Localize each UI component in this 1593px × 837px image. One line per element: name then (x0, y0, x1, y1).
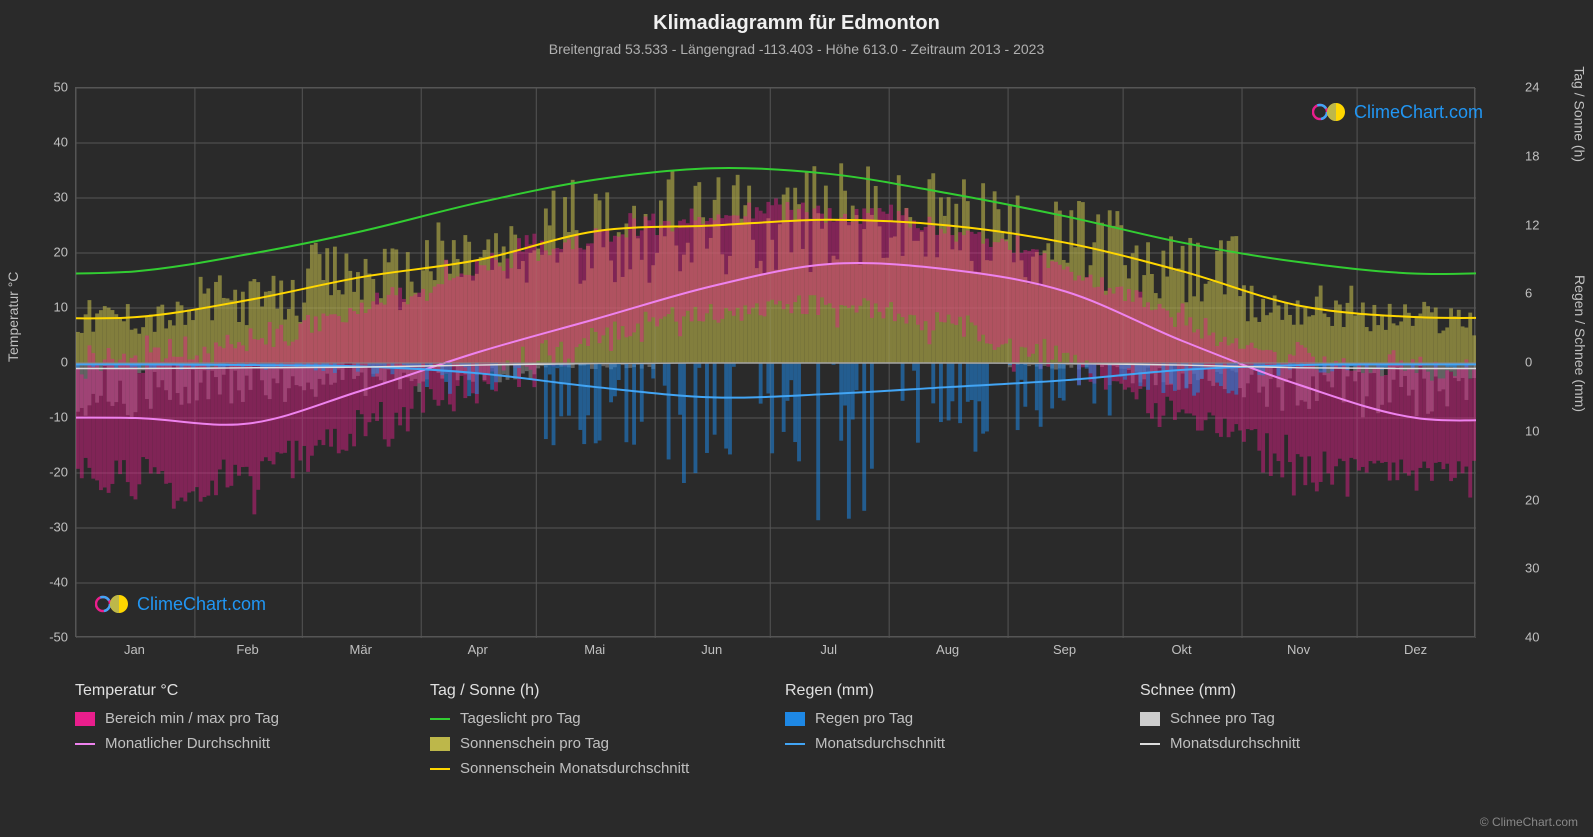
legend-label: Monatsdurchschnitt (1170, 735, 1300, 752)
legend-item: Sonnenschein pro Tag (430, 735, 765, 752)
legend-item: Sonnenschein Monatsdurchschnitt (430, 760, 765, 777)
legend-header: Schnee (mm) (1140, 682, 1475, 700)
line-icon (785, 743, 805, 745)
swatch-icon (1140, 712, 1160, 726)
swatch-icon (75, 712, 95, 726)
y-axis-left-label: Temperatur °C (5, 272, 21, 362)
legend-label: Bereich min / max pro Tag (105, 710, 279, 727)
legend-label: Monatlicher Durchschnitt (105, 735, 270, 752)
legend-header: Tag / Sonne (h) (430, 682, 765, 700)
watermark-top-right: ClimeChart.com (1312, 100, 1483, 124)
legend-item: Bereich min / max pro Tag (75, 710, 410, 727)
watermark-text: ClimeChart.com (137, 594, 266, 615)
legend-item: Monatlicher Durchschnitt (75, 735, 410, 752)
line-icon (75, 743, 95, 745)
legend-header: Regen (mm) (785, 682, 1120, 700)
legend-label: Schnee pro Tag (1170, 710, 1275, 727)
swatch-icon (430, 737, 450, 751)
legend-item: Monatsdurchschnitt (785, 735, 1120, 752)
chart-plot-area (75, 87, 1475, 637)
legend-column: Temperatur °C Bereich min / max pro Tag Mo… (75, 682, 410, 785)
legend-item: Tageslicht pro Tag (430, 710, 765, 727)
legend-label: Regen pro Tag (815, 710, 913, 727)
legend-label: Monatsdurchschnitt (815, 735, 945, 752)
legend-item: Regen pro Tag (785, 710, 1120, 727)
chart-subtitle: Breitengrad 53.533 - Längengrad -113.403… (0, 41, 1593, 57)
legend-label: Tageslicht pro Tag (460, 710, 581, 727)
legend-item: Monatsdurchschnitt (1140, 735, 1475, 752)
legend-column: Schnee (mm) Schnee pro Tag Monatsdurchschn… (1140, 682, 1475, 785)
legend-header: Temperatur °C (75, 682, 410, 700)
legend-label: Sonnenschein pro Tag (460, 735, 609, 752)
y-axis-right-hours-label: Tag / Sonne (h) (1572, 66, 1588, 162)
chart-title: Klimadiagramm für Edmonton (0, 12, 1593, 35)
logo-icon (1312, 100, 1346, 124)
y-ticks-right: 2418126010203040 (1523, 87, 1553, 637)
watermark-text: ClimeChart.com (1354, 102, 1483, 123)
watermark-bottom-left: ClimeChart.com (95, 592, 266, 616)
y-ticks-left: 50403020100-10-20-30-40-50 (40, 87, 70, 637)
legend-item: Schnee pro Tag (1140, 710, 1475, 727)
logo-icon (95, 592, 129, 616)
line-icon (430, 768, 450, 770)
line-icon (430, 718, 450, 720)
legend-column: Tag / Sonne (h) Tageslicht pro Tag Sonnens… (430, 682, 765, 785)
legend-column: Regen (mm) Regen pro Tag Monatsdurchschnit… (785, 682, 1120, 785)
y-axis-right-precip-label: Regen / Schnee (mm) (1572, 275, 1588, 412)
chart-svg (76, 88, 1476, 638)
swatch-icon (785, 712, 805, 726)
copyright-text: © ClimeChart.com (1480, 815, 1578, 829)
line-icon (1140, 743, 1160, 745)
x-ticks: JanFebMärAprMaiJunJulAugSepOktNovDez (75, 642, 1475, 662)
legend: Temperatur °C Bereich min / max pro Tag Mo… (75, 682, 1475, 785)
legend-label: Sonnenschein Monatsdurchschnitt (460, 760, 689, 777)
